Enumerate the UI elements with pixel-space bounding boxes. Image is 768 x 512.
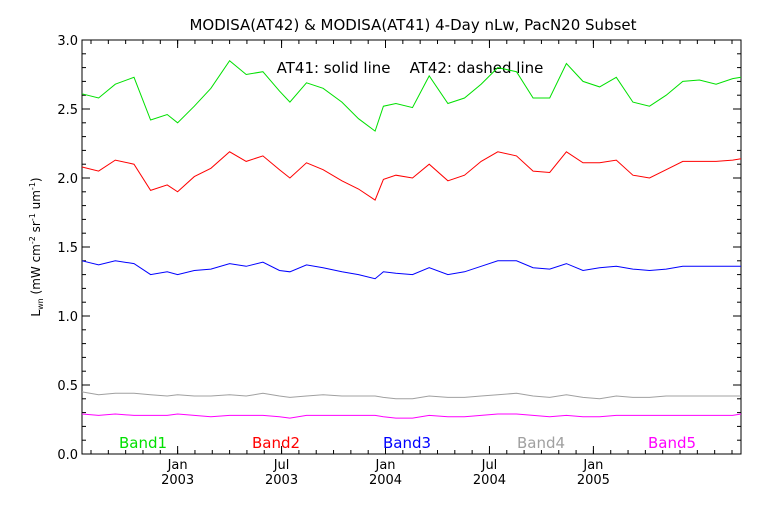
x-tick-year: 2003	[265, 473, 298, 488]
x-tick-year: 2003	[161, 473, 194, 488]
x-tick-month: Jan	[374, 458, 395, 473]
y-label-units-mid: sr	[29, 221, 43, 236]
y-tick-label: 1.5	[57, 241, 78, 256]
y-label-units-mid2: um	[29, 190, 43, 213]
y-label-base: L	[29, 310, 43, 317]
series-lines	[81, 59, 742, 419]
y-label-sub: wn	[36, 298, 45, 310]
legend: Band1 Band2 Band3 Band4 Band5	[119, 434, 696, 452]
y-label-units-open: (mW cm	[29, 244, 43, 298]
y-axis: 0.0 0.5 1.0 1.5 2.0 2.5 3.0	[57, 34, 741, 463]
y-tick-label: 2.5	[57, 103, 78, 118]
legend-label-band2: Band2	[252, 434, 300, 452]
y-label-exp3: -1	[28, 182, 37, 190]
x-tick-month: Jul	[273, 458, 290, 473]
x-tick-month: Jan	[582, 458, 603, 473]
plot-frame	[81, 39, 742, 455]
legend-label-band5: Band5	[648, 434, 696, 452]
x-tick-year: 2004	[369, 473, 402, 488]
x-tick-month: Jul	[481, 458, 498, 473]
y-tick-label: 0.5	[57, 379, 78, 394]
y-tick-label: 3.0	[57, 34, 78, 49]
legend-label-band1: Band1	[119, 434, 167, 452]
series-line-band4	[81, 391, 741, 400]
y-label-units-close: )	[29, 177, 43, 182]
x-tick-month: Jan	[167, 458, 188, 473]
series-line-band1	[81, 59, 742, 132]
legend-label-band3: Band3	[383, 434, 431, 452]
y-label-exp2: -1	[28, 213, 37, 221]
legend-label-band4: Band4	[517, 434, 565, 452]
y-axis-label: Lwn (mW cm-2 sr-1 um-1)	[28, 177, 45, 316]
chart-title: MODISA(AT42) & MODISA(AT41) 4-Day nLw, P…	[189, 16, 636, 34]
series-line-band2	[81, 151, 742, 201]
x-tick-year: 2004	[473, 473, 506, 488]
series-line-band5	[81, 413, 742, 419]
y-tick-label: 1.0	[57, 310, 78, 325]
line-style-annotation: AT41: solid line AT42: dashed line	[277, 59, 544, 77]
y-tick-label: 0.0	[57, 448, 78, 463]
x-tick-year: 2005	[577, 473, 610, 488]
y-label-exp1: -2	[28, 236, 37, 244]
y-tick-label: 2.0	[57, 172, 78, 187]
series-line-band3	[81, 260, 741, 280]
